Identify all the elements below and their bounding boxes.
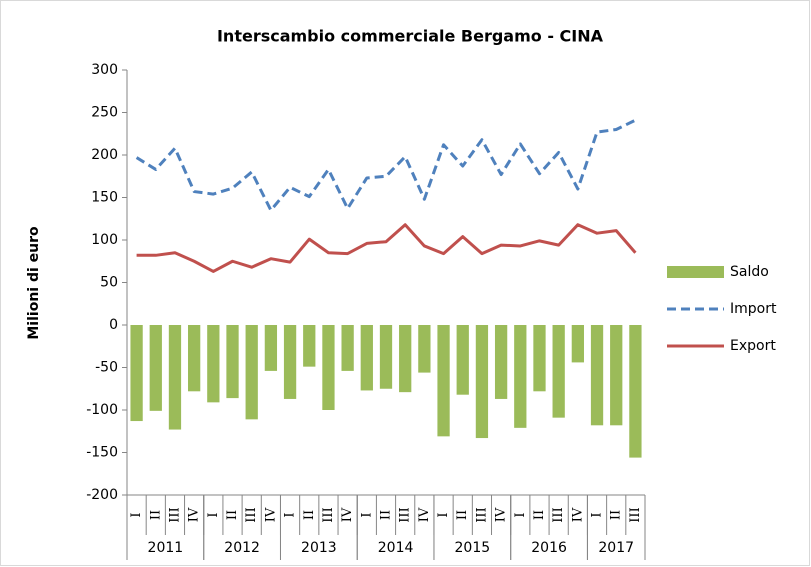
x-tick-label: IV xyxy=(340,507,355,522)
year-label: 2014 xyxy=(378,540,414,556)
x-tick-label: IV xyxy=(417,507,432,522)
bar xyxy=(399,325,412,393)
legend-label: Saldo xyxy=(730,264,769,280)
x-tick-label: II xyxy=(455,510,470,520)
bar xyxy=(533,325,546,392)
bar xyxy=(130,325,143,422)
bar xyxy=(475,325,489,439)
x-tick-label: I xyxy=(129,512,144,517)
y-tick-label: -200 xyxy=(86,487,118,503)
year-label: 2012 xyxy=(224,540,260,556)
x-tick-label: II xyxy=(532,510,547,520)
year-label: 2017 xyxy=(598,540,634,556)
x-tick-label: III xyxy=(551,507,566,522)
bar xyxy=(418,325,431,373)
bar xyxy=(456,325,469,395)
y-tick-label: -100 xyxy=(86,402,118,418)
bar xyxy=(226,325,239,399)
bar xyxy=(188,325,201,392)
bar xyxy=(590,325,604,426)
bar xyxy=(379,325,393,389)
y-tick-label: 200 xyxy=(91,147,118,163)
bar xyxy=(245,325,258,420)
x-tick-label: I xyxy=(590,512,605,517)
x-tick-label: III xyxy=(167,507,182,522)
x-tick-label: I xyxy=(283,512,298,517)
bar xyxy=(264,325,278,371)
legend-swatch xyxy=(667,266,724,278)
year-label: 2013 xyxy=(301,540,337,556)
x-tick-label: IV xyxy=(494,507,509,522)
bar xyxy=(360,325,373,391)
bar xyxy=(149,325,162,411)
year-label: 2015 xyxy=(455,540,491,556)
x-tick-label: I xyxy=(206,512,221,517)
bar xyxy=(168,325,182,430)
x-tick-label: II xyxy=(302,510,317,520)
x-tick-label: II xyxy=(609,510,624,520)
y-tick-label: 150 xyxy=(91,190,118,206)
bar xyxy=(610,325,623,426)
bar xyxy=(494,325,508,399)
y-tick-label: 0 xyxy=(109,317,118,333)
x-tick-label: II xyxy=(379,510,394,520)
bar xyxy=(571,325,584,363)
y-tick-label: 300 xyxy=(91,62,118,78)
bar xyxy=(552,325,565,418)
x-tick-label: III xyxy=(244,507,259,522)
y-tick-label: 100 xyxy=(91,232,118,248)
y-tick-label: 50 xyxy=(100,275,118,291)
x-tick-label: III xyxy=(474,507,489,522)
bar xyxy=(514,325,527,428)
y-tick-label: -150 xyxy=(86,445,118,461)
chart-title: Interscambio commerciale Bergamo - CINA xyxy=(217,27,604,46)
x-tick-label: IV xyxy=(570,507,585,522)
year-label: 2011 xyxy=(148,540,184,556)
x-tick-label: I xyxy=(359,512,374,517)
x-tick-label: I xyxy=(436,512,451,517)
bar xyxy=(303,325,316,367)
x-tick-label: III xyxy=(321,507,336,522)
legend-label: Export xyxy=(730,338,776,354)
bar xyxy=(437,325,450,437)
x-tick-label: III xyxy=(628,507,643,522)
legend-label: Import xyxy=(730,301,777,317)
bar xyxy=(322,325,335,410)
x-tick-label: III xyxy=(398,507,413,522)
line xyxy=(136,223,637,273)
y-axis-label: Milioni di euro xyxy=(26,226,42,340)
bar xyxy=(207,325,220,403)
x-tick-label: IV xyxy=(187,507,202,522)
x-tick-label: IV xyxy=(263,507,278,522)
x-tick-label: II xyxy=(148,510,163,520)
y-tick-label: -50 xyxy=(95,360,118,376)
x-tick-label: II xyxy=(225,510,240,520)
x-tick-label: I xyxy=(513,512,528,517)
bar xyxy=(341,325,354,371)
year-label: 2016 xyxy=(531,540,567,556)
bar xyxy=(283,325,297,399)
y-tick-label: 250 xyxy=(91,105,118,121)
bar xyxy=(629,325,642,458)
